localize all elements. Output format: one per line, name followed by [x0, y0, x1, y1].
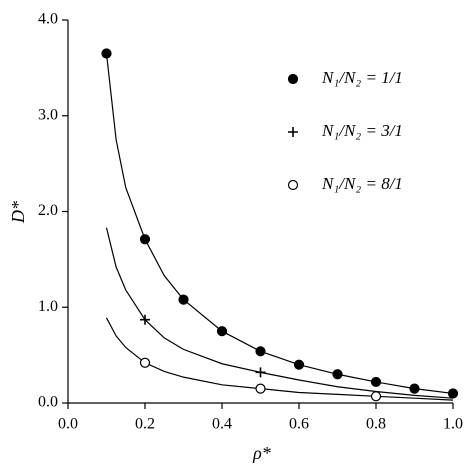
- marker-circle: [293, 359, 305, 370]
- marker-circle: [409, 383, 420, 394]
- marker-circle: [178, 294, 189, 305]
- marker-circle: [332, 369, 343, 380]
- marker-circle: [255, 346, 266, 357]
- fit-curve: [105, 317, 454, 401]
- y-tick-label: 1.0: [38, 298, 58, 315]
- x-axis-label: ρ*: [252, 443, 271, 463]
- marker-circle: [101, 48, 112, 59]
- x-tick-label: 0.4: [212, 416, 232, 433]
- fit-curve: [105, 227, 454, 399]
- marker-plus: [140, 314, 150, 325]
- y-tick-label: 3.0: [38, 106, 58, 123]
- marker-circle: [255, 383, 266, 394]
- fit-curve: [105, 53, 454, 395]
- legend-label: N₁/N₂ = 1/1: [321, 68, 403, 87]
- marker-circle: [287, 179, 299, 191]
- marker-plus: [255, 367, 266, 378]
- marker-circle: [139, 357, 151, 368]
- x-tick-label: 0.8: [366, 416, 386, 433]
- marker-circle: [370, 376, 382, 388]
- legend-label: N₁/N₂ = 3/1: [321, 121, 403, 140]
- marker-circle: [447, 388, 459, 399]
- x-tick-label: 1.0: [443, 416, 463, 433]
- y-tick-label: 0.0: [38, 394, 58, 411]
- x-tick-label: 0.2: [135, 416, 155, 433]
- marker-circle: [287, 73, 299, 85]
- x-tick-label: 0.0: [58, 416, 78, 433]
- marker-circle: [216, 326, 228, 337]
- legend-label: N₁/N₂ = 8/1: [321, 174, 403, 193]
- x-tick-label: 0.6: [289, 416, 309, 433]
- y-tick-label: 2.0: [38, 202, 58, 219]
- y-axis-label: D*: [8, 201, 28, 224]
- marker-plus: [288, 127, 298, 137]
- marker-circle: [139, 234, 151, 245]
- marker-circle: [370, 391, 382, 402]
- y-tick-label: 4.0: [38, 11, 58, 28]
